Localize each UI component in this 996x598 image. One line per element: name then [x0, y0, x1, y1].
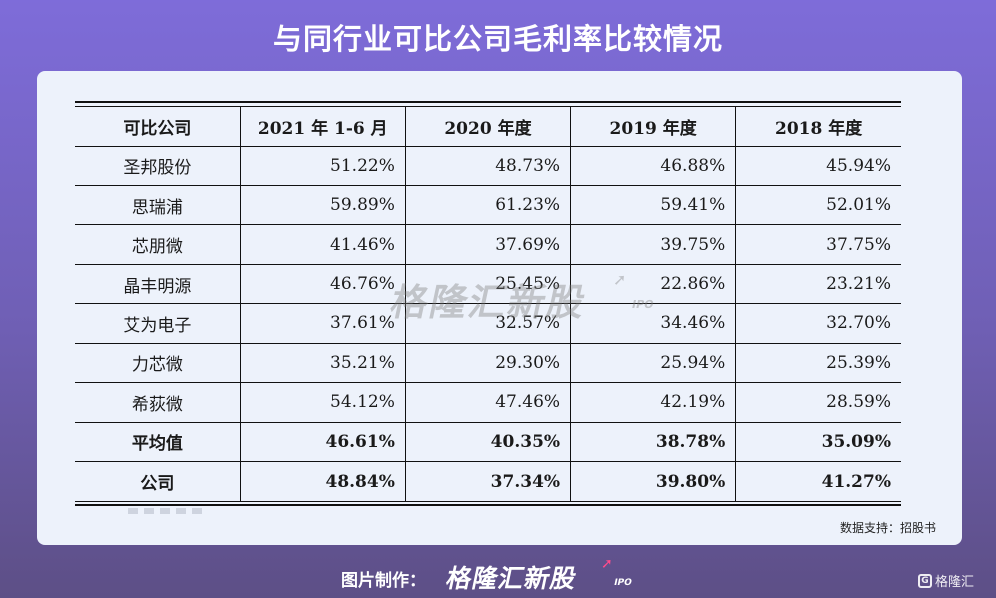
gross-margin-cell: 46.61%: [240, 422, 406, 463]
gross-margin-cell: 37.69%: [405, 224, 572, 265]
gross-margin-cell: 23.21%: [735, 264, 901, 305]
table-row: 艾为电子 37.61% 32.57% 34.46% 32.70%: [75, 303, 901, 344]
company-name-cell: 艾为电子: [75, 303, 241, 344]
watermark-text: 格隆汇新股: [386, 281, 591, 324]
column-header: 2019 年度: [570, 107, 737, 147]
footer-brand-logo: 格隆汇新股: [443, 564, 580, 593]
gross-margin-cell: 61.23%: [405, 185, 572, 226]
gross-margin-cell: 39.75%: [570, 224, 737, 265]
watermark-arrow-icon: ➚: [613, 270, 627, 289]
gelonghui-logo-icon: G: [918, 573, 932, 588]
gross-margin-cell: 37.34%: [405, 461, 572, 501]
gross-margin-cell: 22.86%: [570, 264, 737, 305]
company-name-cell: 芯朋微: [75, 224, 241, 265]
gross-margin-cell: 25.45%: [405, 264, 572, 305]
gross-margin-cell: 47.46%: [405, 382, 572, 423]
footer-credit-label: 图片制作：: [341, 571, 426, 591]
gross-margin-cell: 51.22%: [240, 146, 406, 186]
column-header: 2020 年度: [405, 107, 572, 147]
gross-margin-cell: 59.41%: [570, 185, 737, 226]
company-name-cell: 希荻微: [75, 382, 241, 423]
column-header: 2021 年 1-6 月: [240, 107, 406, 147]
gross-margin-cell: 25.94%: [570, 343, 737, 384]
gross-margin-cell: 52.01%: [735, 185, 901, 226]
watermark-ipo: IPO: [630, 298, 655, 311]
table-summary-row: 公司 48.84% 37.34% 39.80% 41.27%: [75, 461, 901, 501]
gross-margin-cell: 29.30%: [405, 343, 572, 384]
gross-margin-cell: 32.57%: [405, 303, 572, 344]
gross-margin-cell: 48.84%: [240, 461, 406, 501]
gross-margin-cell: 39.80%: [570, 461, 737, 501]
gross-margin-cell: 28.59%: [735, 382, 901, 423]
gross-margin-cell: 42.19%: [570, 382, 737, 423]
gross-margin-cell: 32.70%: [735, 303, 901, 344]
company-name-cell: 平均值: [75, 422, 241, 463]
table-row: 思瑞浦 59.89% 61.23% 59.41% 52.01%: [75, 185, 901, 226]
footer-brand-ipo: IPO: [612, 578, 633, 588]
table-bottom-rule: [75, 501, 901, 502]
gross-margin-cell: 37.61%: [240, 303, 406, 344]
gross-margin-cell: 45.94%: [735, 146, 901, 186]
margin-comparison-table: 可比公司 2021 年 1-6 月 2020 年度 2019 年度 2018 年…: [75, 107, 901, 501]
gross-margin-cell: 41.27%: [821, 471, 891, 492]
table-row: 芯朋微 41.46% 37.69% 39.75% 37.75%: [75, 224, 901, 265]
column-header: 可比公司: [75, 107, 241, 147]
table-row: 希荻微 54.12% 47.46% 42.19% 28.59%: [75, 382, 901, 423]
footer-arrow-icon: ➚: [601, 556, 613, 572]
company-name-cell: 思瑞浦: [75, 185, 241, 226]
table-header-row: 可比公司 2021 年 1-6 月 2020 年度 2019 年度 2018 年…: [75, 107, 901, 147]
table-row: 晶丰明源 46.76% 25.45% 22.86% 23.21%: [75, 264, 901, 305]
gross-margin-cell: 38.78%: [570, 422, 737, 463]
gross-margin-cell: 59.89%: [240, 185, 406, 226]
corner-logo: G 格隆汇: [918, 571, 974, 590]
gross-margin-cell: 25.39%: [735, 343, 901, 384]
gross-margin-cell: 37.75%: [735, 224, 901, 265]
table-row: 圣邦股份 51.22% 48.73% 46.88% 45.94%: [75, 146, 901, 186]
source-note: 数据支持：招股书: [839, 521, 936, 535]
gross-margin-cell: 46.88%: [570, 146, 737, 186]
company-name-cell: 晶丰明源: [75, 264, 241, 305]
gross-margin-cell: 40.35%: [405, 422, 572, 463]
gross-margin-cell: 35.21%: [240, 343, 406, 384]
faded-footnote-remnant: [128, 508, 208, 514]
gross-margin-cell: 48.73%: [405, 146, 572, 186]
page-title: 与同行业可比公司毛利率比较情况: [272, 22, 723, 56]
gross-margin-cell: 41.46%: [240, 224, 406, 265]
table-row: 力芯微 35.21% 29.30% 25.94% 25.39%: [75, 343, 901, 384]
table-bottom-rule-outer: [75, 504, 901, 506]
table-body: 圣邦股份 51.22% 48.73% 46.88% 45.94% 思瑞浦 59.89% 61.…: [75, 146, 901, 501]
company-name-cell: 公司: [75, 461, 241, 501]
gross-margin-cell: 54.12%: [240, 382, 406, 423]
gross-margin-cell: 35.09%: [735, 422, 901, 463]
table-top-rule: [75, 101, 901, 103]
gross-margin-cell: 46.76%: [240, 264, 406, 305]
corner-logo-text: 格隆汇: [935, 575, 975, 590]
table-top-rule-inner: [75, 106, 901, 107]
company-name-cell: 圣邦股份: [75, 146, 241, 186]
table-summary-row: 平均值 46.61% 40.35% 38.78% 35.09%: [75, 422, 901, 463]
column-header: 2018 年度: [735, 107, 901, 147]
company-name-cell: 力芯微: [75, 343, 241, 384]
gross-margin-cell: 34.46%: [570, 303, 737, 344]
